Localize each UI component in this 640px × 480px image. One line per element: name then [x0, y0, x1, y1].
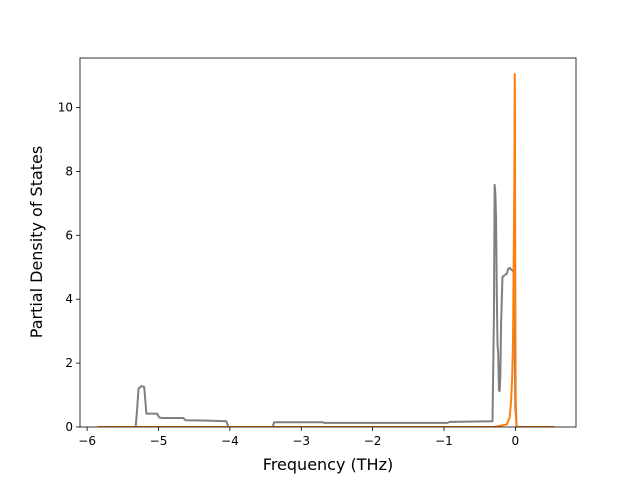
x-tick-label: 0 [512, 434, 520, 448]
series-line-2 [97, 72, 555, 427]
y-tick-label: 8 [65, 164, 73, 178]
x-axis: −6 −5 −4 −3 −2 −1 0 [78, 427, 519, 448]
x-tick-label: −1 [435, 434, 453, 448]
y-tick-label: 4 [65, 292, 73, 306]
y-axis-title: Partial Density of States [27, 146, 46, 338]
x-tick-label: −3 [292, 434, 310, 448]
series-layer [97, 72, 555, 427]
y-axis: 0 2 4 6 8 10 [58, 101, 80, 434]
y-tick-label: 10 [58, 101, 73, 115]
y-tick-label: 2 [65, 356, 73, 370]
plot-area-frame [79, 57, 577, 428]
y-tick-label: 0 [65, 420, 73, 434]
x-tick-label: −4 [221, 434, 239, 448]
series-line-1 [97, 183, 555, 427]
x-tick-label: −5 [150, 434, 168, 448]
x-tick-label: −6 [78, 434, 96, 448]
x-tick-label: −2 [364, 434, 382, 448]
x-axis-title: Frequency (THz) [263, 455, 393, 474]
y-tick-label: 6 [65, 228, 73, 242]
